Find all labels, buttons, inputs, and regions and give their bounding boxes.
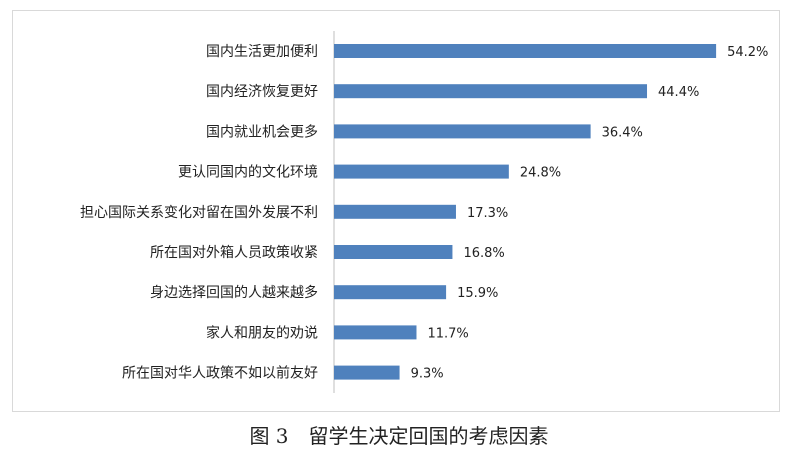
category-label: 家人和朋友的劝说 [206, 324, 318, 341]
value-label: 36.4% [602, 125, 643, 140]
bar [334, 285, 447, 300]
category-label: 所在国对外箱人员政策收紧 [150, 244, 318, 261]
bar [334, 164, 509, 179]
figure-caption: 图 3 留学生决定回国的考虑因素 [249, 424, 549, 448]
value-label: 11.7% [427, 326, 468, 341]
bar [334, 44, 717, 58]
value-label: 17.3% [467, 206, 508, 221]
category-label: 国内生活更加便利 [206, 44, 318, 60]
chart-frame: 国内生活更加便利 54.2% 国内经济恢复更好 44.4% 国内就业机会更多 36.4% 更… [12, 10, 780, 412]
category-label: 国内就业机会更多 [206, 123, 318, 140]
value-label: 9.3% [411, 367, 444, 382]
bar [334, 204, 456, 219]
category-label: 所在国对华人政策不如以前友好 [122, 365, 318, 382]
bar [334, 365, 400, 380]
bar-chart: 国内生活更加便利 54.2% 国内经济恢复更好 44.4% 国内就业机会更多 36.4% 更… [80, 31, 768, 393]
category-label: 担心国际关系变化对留在国外发展不利 [80, 205, 318, 221]
category-label: 更认同国内的文化环境 [178, 165, 318, 181]
value-label: 24.8% [520, 166, 561, 181]
bar [334, 124, 591, 139]
value-label: 15.9% [457, 286, 498, 301]
value-label: 44.4% [658, 85, 699, 100]
value-label: 16.8% [463, 246, 504, 261]
category-label: 身边选择回国的人越来越多 [150, 284, 318, 301]
category-label: 国内经济恢复更好 [206, 83, 318, 100]
bar [334, 325, 417, 340]
value-label: 54.2% [727, 45, 768, 60]
bar [334, 245, 453, 259]
bar [334, 84, 648, 99]
